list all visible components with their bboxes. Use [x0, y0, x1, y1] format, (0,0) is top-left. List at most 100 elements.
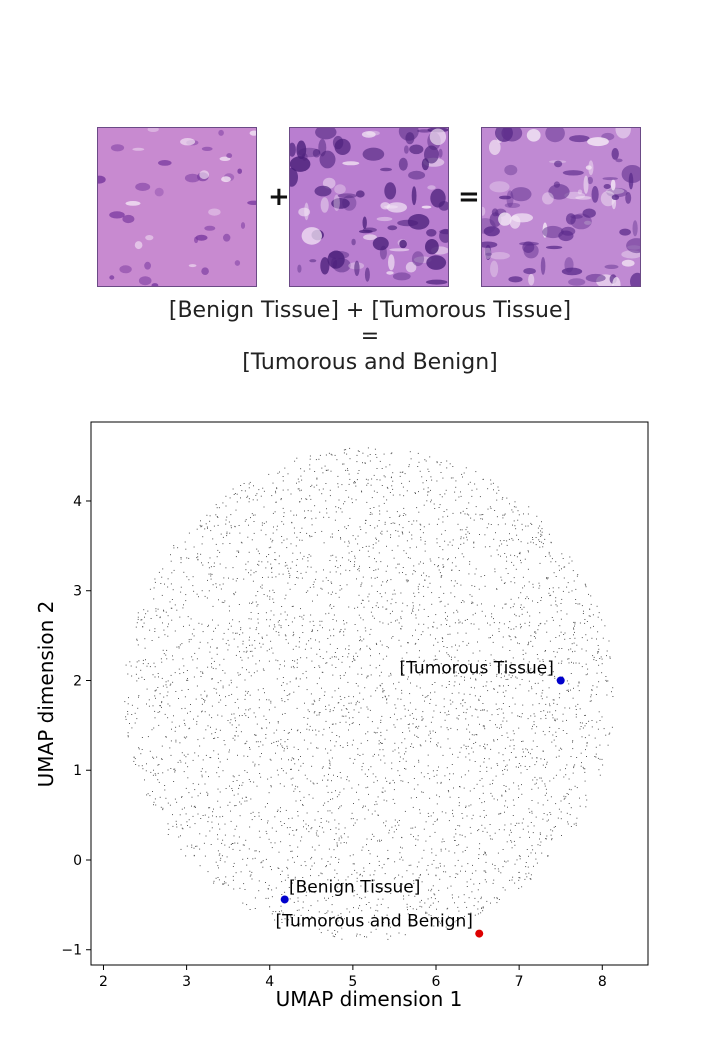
background-point — [370, 628, 372, 630]
background-point — [505, 603, 507, 605]
background-point — [523, 606, 525, 608]
background-point — [269, 722, 270, 724]
background-point — [377, 606, 379, 608]
background-point — [452, 897, 453, 899]
background-point — [516, 677, 518, 679]
background-point — [318, 458, 320, 460]
background-point — [331, 780, 332, 782]
background-point — [359, 897, 361, 899]
background-point — [420, 745, 422, 747]
background-point — [245, 742, 247, 744]
background-point — [223, 740, 225, 741]
background-point — [224, 861, 226, 863]
background-point — [572, 772, 574, 774]
background-point — [192, 576, 194, 578]
background-point — [145, 659, 146, 661]
tissue-cell — [404, 145, 409, 154]
tissue-cell — [364, 267, 370, 282]
background-point — [385, 820, 387, 822]
background-point — [316, 714, 318, 716]
background-point — [269, 758, 271, 760]
background-point — [165, 684, 167, 686]
background-point — [325, 899, 327, 901]
background-point — [466, 886, 468, 887]
background-point — [354, 869, 356, 871]
background-point — [232, 632, 234, 634]
background-point — [402, 471, 404, 473]
background-point — [261, 636, 263, 638]
background-point — [558, 697, 560, 699]
background-point — [253, 781, 255, 783]
background-point — [601, 672, 603, 674]
background-point — [223, 602, 225, 603]
background-point — [402, 673, 403, 674]
background-point — [251, 539, 253, 541]
background-point — [502, 497, 504, 499]
background-point — [247, 716, 249, 718]
background-point — [444, 712, 446, 714]
background-point — [583, 610, 584, 612]
background-point — [159, 617, 161, 619]
background-point — [260, 529, 262, 531]
background-point — [531, 810, 533, 812]
background-point — [196, 721, 198, 723]
background-point — [456, 675, 458, 677]
background-point — [526, 876, 528, 878]
background-point — [186, 845, 188, 847]
background-point — [262, 668, 264, 670]
background-point — [219, 828, 221, 830]
background-point — [335, 506, 337, 508]
tissue-cell — [438, 148, 443, 158]
background-point — [230, 844, 232, 845]
background-point — [155, 804, 157, 806]
background-point — [329, 711, 331, 713]
background-point — [306, 532, 308, 534]
background-point — [365, 519, 367, 521]
background-point — [278, 624, 280, 626]
tissue-cell — [218, 129, 224, 136]
background-point — [495, 532, 496, 534]
background-point — [359, 640, 360, 642]
background-point — [475, 679, 477, 681]
background-point — [157, 764, 159, 766]
background-point — [581, 648, 583, 650]
background-point — [513, 564, 515, 566]
background-point — [545, 703, 547, 705]
background-point — [515, 676, 517, 678]
tissue-cell — [351, 238, 356, 246]
background-point — [418, 511, 420, 513]
background-point — [510, 662, 512, 664]
background-point — [490, 748, 492, 750]
background-point — [197, 559, 199, 561]
background-point — [515, 506, 517, 508]
background-point — [569, 814, 571, 816]
background-point — [367, 675, 369, 677]
background-point — [300, 657, 302, 659]
background-point — [484, 870, 486, 872]
background-point — [306, 677, 308, 679]
background-point — [471, 734, 473, 736]
background-point — [406, 652, 408, 654]
background-point — [163, 653, 165, 655]
background-point — [325, 720, 327, 722]
background-point — [184, 737, 186, 739]
background-point — [412, 806, 414, 808]
background-point — [283, 516, 285, 517]
background-point — [566, 719, 567, 721]
background-point — [253, 572, 255, 574]
background-point — [552, 717, 554, 719]
background-point — [318, 712, 320, 714]
background-point — [262, 744, 264, 746]
background-point — [353, 482, 355, 484]
background-point — [595, 694, 597, 695]
background-point — [231, 724, 233, 726]
background-point — [559, 693, 561, 695]
background-point — [553, 739, 555, 741]
tissue-cell — [144, 261, 151, 270]
background-point — [280, 821, 282, 823]
background-point — [449, 747, 451, 749]
background-point — [566, 793, 568, 794]
background-point — [517, 715, 519, 717]
background-point — [370, 611, 372, 613]
background-point — [452, 477, 454, 479]
